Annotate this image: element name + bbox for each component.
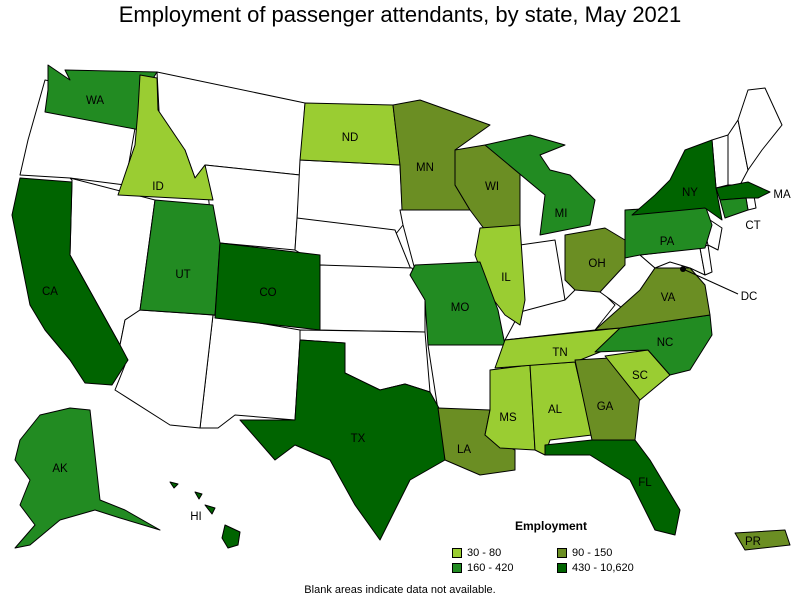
legend-label-3: 160 - 420 (467, 562, 514, 574)
state-AZ[interactable] (114, 309, 214, 429)
legend-label-4: 430 - 10,620 (572, 562, 634, 574)
state-NY[interactable] (631, 139, 723, 221)
label-DC: DC (741, 291, 758, 303)
state-MS[interactable] (484, 364, 536, 451)
map-title: Employment of passenger attendants, by s… (118, 2, 682, 27)
state-VA[interactable] (594, 267, 711, 331)
legend-title: Employment (515, 519, 588, 533)
state-ID[interactable] (117, 74, 214, 201)
label-TX: TX (351, 433, 366, 445)
state-ME[interactable] (737, 87, 783, 171)
dc-leader-line (682, 268, 739, 295)
legend: Employment 30 - 80 90 - 150 160 - 420 43… (452, 519, 662, 577)
label-ID: ID (152, 181, 164, 193)
legend-item-1: 30 - 80 (452, 547, 557, 559)
label-HI: HI (190, 511, 202, 523)
state-HI[interactable] (169, 481, 241, 549)
label-NC: NC (657, 337, 674, 349)
label-AL: AL (548, 404, 563, 416)
state-MO[interactable] (409, 261, 506, 346)
legend-swatch-3 (452, 563, 462, 573)
label-PA: PA (660, 236, 675, 248)
footnote: Blank areas indicate data not available. (304, 584, 496, 596)
legend-item-2: 90 - 150 (557, 547, 662, 559)
state-TX[interactable] (239, 339, 446, 541)
label-MA: MA (773, 189, 791, 201)
label-LA: LA (457, 444, 471, 456)
label-MO: MO (451, 302, 470, 314)
label-NY: NY (682, 187, 698, 199)
label-PR: PR (745, 536, 761, 548)
label-UT: UT (175, 269, 190, 281)
state-MI[interactable] (484, 134, 596, 236)
label-MI: MI (555, 208, 568, 220)
legend-item-4: 430 - 10,620 (557, 562, 662, 574)
legend-swatch-1 (452, 548, 462, 558)
label-OH: OH (588, 258, 605, 270)
label-FL: FL (638, 477, 652, 489)
state-NH[interactable] (727, 119, 749, 186)
state-KS[interactable] (317, 264, 426, 333)
legend-swatch-2 (557, 548, 567, 558)
label-SC: SC (632, 370, 648, 382)
legend-item-3: 160 - 420 (452, 562, 557, 574)
label-MS: MS (499, 412, 517, 424)
label-WA: WA (86, 95, 104, 107)
label-GA: GA (597, 401, 614, 413)
label-MN: MN (416, 162, 434, 174)
state-FL[interactable] (544, 439, 681, 536)
state-AK[interactable] (14, 407, 161, 549)
state-OH[interactable] (564, 227, 626, 293)
label-ND: ND (342, 132, 359, 144)
label-CT: CT (745, 220, 760, 232)
legend-swatch-4 (557, 563, 567, 573)
label-WI: WI (485, 181, 499, 193)
label-TN: TN (552, 347, 567, 359)
label-AK: AK (52, 463, 68, 475)
label-IL: IL (501, 272, 511, 284)
state-IN[interactable] (519, 239, 566, 313)
state-CO[interactable] (214, 242, 321, 331)
state-NM[interactable] (199, 314, 301, 429)
legend-label-1: 30 - 80 (467, 547, 502, 559)
state-CT[interactable] (719, 197, 749, 219)
label-CO: CO (259, 287, 276, 299)
label-CA: CA (42, 286, 58, 298)
state-CA[interactable] (11, 177, 129, 386)
state-PR[interactable] (734, 529, 791, 551)
legend-label-2: 90 - 150 (572, 547, 613, 559)
label-VA: VA (661, 292, 676, 304)
